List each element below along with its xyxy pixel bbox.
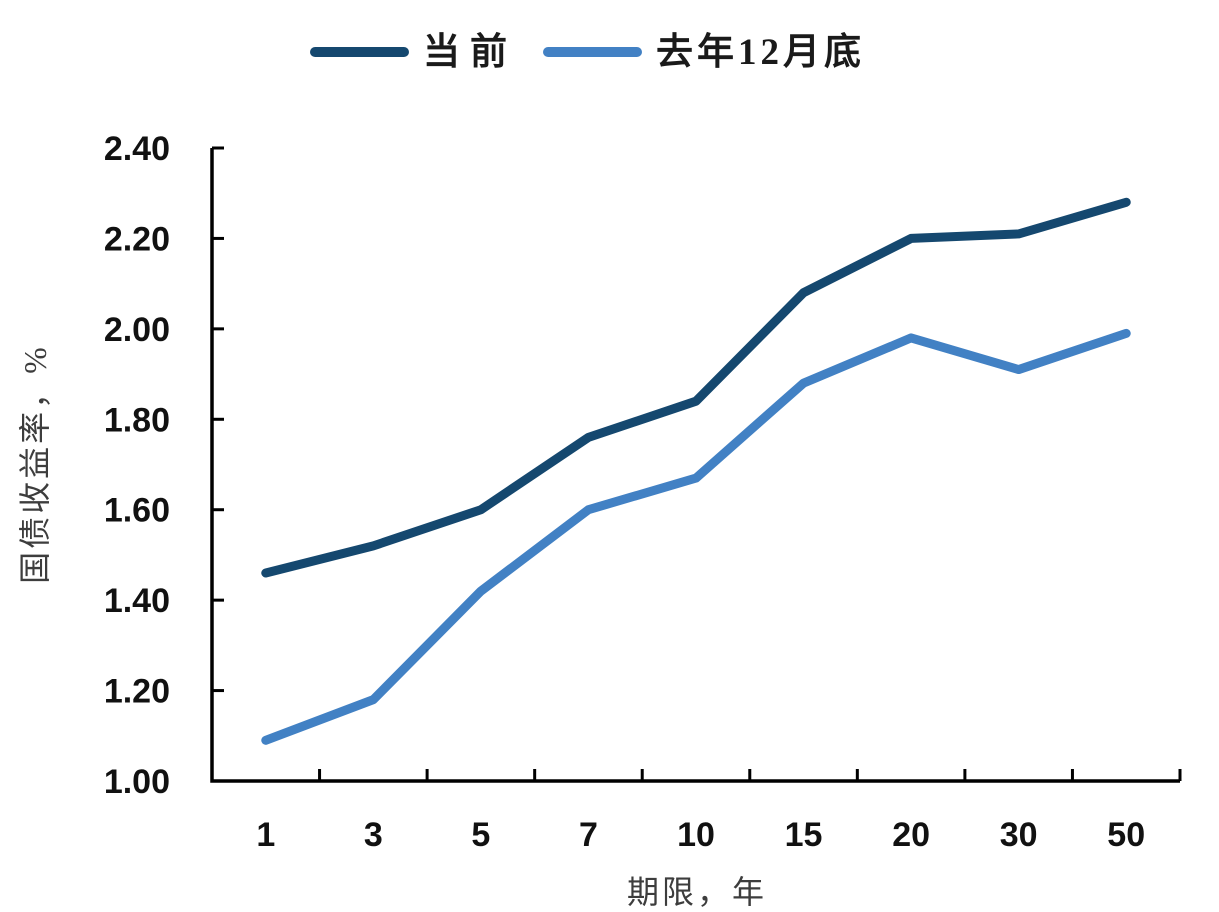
- legend-label-current: 当前: [423, 31, 517, 73]
- y-tick-label: 2.00: [104, 311, 170, 349]
- x-tick-label: 15: [785, 816, 823, 854]
- series-line-0: [261, 197, 1131, 578]
- y-tick-label: 1.60: [104, 492, 170, 530]
- axis-frame: [210, 148, 1180, 783]
- y-tick-label: 2.40: [104, 130, 170, 168]
- x-tick-label: 30: [1000, 816, 1038, 854]
- legend-line-swatch-current: [310, 47, 409, 57]
- x-tick-label: 3: [364, 816, 383, 854]
- legend-line-swatch-last-december: [543, 47, 642, 57]
- x-tick-label: 5: [471, 816, 490, 854]
- x-axis-title: 期限，年: [627, 874, 767, 910]
- legend-item-current: 当前: [310, 34, 517, 71]
- series-line-1: [261, 328, 1131, 745]
- x-tick-label: 7: [579, 816, 598, 854]
- x-tick-label: 20: [892, 816, 930, 854]
- x-tick-label: 1: [256, 816, 275, 854]
- y-tick-label: 1.40: [104, 582, 170, 620]
- y-axis-title: 国债收益率，%: [17, 344, 53, 584]
- x-tick-label: 10: [677, 816, 715, 854]
- y-tick-label: 1.20: [104, 673, 170, 711]
- legend-item-last-december: 去年12月底: [543, 34, 865, 71]
- legend-label-last-december: 去年12月底: [656, 31, 865, 73]
- y-tick-label: 1.80: [104, 401, 170, 439]
- y-tick-label: 2.20: [104, 220, 170, 258]
- x-tick-label: 50: [1107, 816, 1145, 854]
- y-tick-label: 1.00: [104, 763, 170, 801]
- chart-legend: 当前 去年12月底: [310, 28, 865, 76]
